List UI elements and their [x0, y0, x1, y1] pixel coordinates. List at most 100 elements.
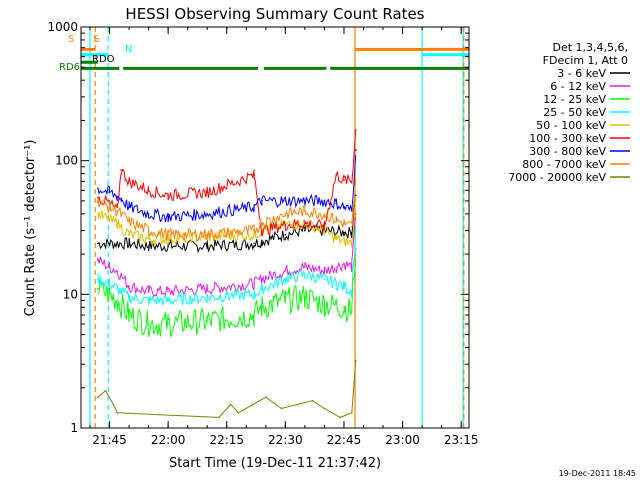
data-point-6-8	[253, 206, 255, 208]
data-point-0-3	[147, 245, 150, 247]
data-point-1-14	[351, 266, 353, 268]
data-point-3-1	[108, 282, 111, 285]
data-point-3-9	[284, 278, 287, 280]
data-point-2-13	[351, 310, 353, 312]
flag-label-n: N	[125, 44, 132, 55]
data-point-7-0	[97, 200, 99, 202]
series-3	[97, 225, 357, 306]
y-tick-label-1: 10	[63, 287, 78, 301]
data-point-7-4	[147, 229, 150, 232]
data-point-4-14	[351, 242, 353, 245]
legend-label-6: 300 - 800 keV	[529, 145, 606, 158]
data-point-7-5	[167, 233, 169, 236]
data-point-6-7	[206, 213, 208, 215]
y-tick-label-0: 1	[70, 421, 78, 435]
data-point-8-10	[311, 399, 314, 402]
data-point-3-11	[323, 278, 326, 280]
footer-date: 19-Dec-2011 18:45	[559, 469, 636, 478]
data-point-5-6	[167, 194, 169, 197]
data-point-5-9	[261, 229, 263, 232]
data-point-7-10	[304, 210, 306, 212]
data-point-5-10	[284, 224, 287, 226]
data-point-8-3	[116, 412, 119, 414]
data-point-3-15	[354, 229, 357, 232]
data-point-2-12	[343, 306, 345, 309]
data-point-2-8	[261, 306, 263, 309]
y-axis-label: Count Rate (s⁻¹ detector⁻¹)	[23, 140, 38, 317]
data-point-3-0	[97, 278, 99, 280]
data-point-2-9	[284, 299, 287, 302]
series-2	[97, 247, 357, 338]
series-line-1	[97, 217, 357, 298]
legend-label-0: 3 - 6 keV	[557, 67, 606, 80]
data-point-6-13	[335, 202, 338, 205]
data-point-8-1	[104, 389, 107, 392]
legend-label-3: 25 - 50 keV	[543, 106, 606, 119]
data-point-3-2	[116, 288, 119, 290]
data-point-3-12	[335, 282, 338, 285]
data-point-3-7	[253, 293, 255, 296]
data-point-1-3	[128, 285, 130, 288]
data-point-6-4	[128, 206, 130, 208]
data-point-2-14	[354, 247, 357, 250]
data-point-8-13	[351, 412, 353, 414]
x-tick-label-3: 22:30	[268, 433, 303, 447]
data-point-7-3	[128, 220, 130, 223]
data-point-8-6	[237, 412, 240, 414]
data-point-5-12	[323, 226, 326, 228]
data-point-5-4	[128, 180, 130, 183]
data-point-8-9	[296, 403, 298, 406]
x-tick-label-4: 22:45	[327, 433, 362, 447]
data-point-2-1	[108, 293, 111, 296]
data-point-7-6	[206, 233, 208, 236]
data-point-2-0	[97, 288, 99, 290]
legend: Det 1,3,4,5,6, FDecim 1, Att 0 3 - 6 keV…	[508, 41, 630, 184]
series-8	[97, 359, 357, 419]
data-point-2-3	[128, 314, 130, 316]
data-point-6-3	[120, 197, 122, 200]
series-line-2	[97, 257, 357, 338]
data-point-4-2	[116, 222, 119, 225]
data-point-6-2	[116, 195, 119, 198]
data-point-0-2	[128, 242, 130, 245]
data-point-7-7	[253, 229, 255, 232]
data-point-2-6	[206, 320, 208, 323]
data-point-8-7	[265, 396, 267, 399]
data-point-2-4	[147, 323, 150, 325]
data-point-0-1	[108, 242, 111, 245]
legend-header-line-1: Det 1,3,4,5,6,	[552, 41, 628, 54]
data-point-0-5	[206, 245, 208, 247]
data-point-5-7	[206, 191, 208, 194]
data-point-6-15	[351, 210, 353, 212]
data-point-0-6	[253, 242, 255, 245]
left-flag-label-s: S	[68, 34, 74, 45]
data-point-1-5	[167, 290, 169, 293]
data-point-7-13	[343, 222, 345, 225]
data-point-8-2	[112, 403, 115, 406]
legend-label-8: 7000 - 20000 keV	[508, 171, 606, 184]
data-point-1-11	[323, 270, 326, 272]
x-tick-label-1: 22:00	[151, 433, 186, 447]
plot-frame	[80, 26, 470, 429]
chart-title: HESSI Observing Summary Count Rates	[125, 5, 424, 23]
x-axis-label: Start Time (19-Dec-11 21:37:42)	[169, 456, 381, 471]
data-point-1-6	[206, 288, 208, 290]
data-point-6-6	[167, 216, 169, 218]
data-point-1-13	[343, 262, 345, 265]
data-point-6-14	[343, 206, 345, 208]
legend-label-7: 800 - 7000 keV	[522, 158, 606, 171]
legend-header-line-2: FDecim 1, Att 0	[543, 54, 628, 67]
data-point-5-16	[354, 129, 357, 131]
data-point-8-8	[280, 407, 283, 410]
data-point-1-12	[335, 266, 338, 268]
flag-label-rdo: RDO	[92, 54, 115, 65]
legend-label-1: 6 - 12 keV	[550, 80, 606, 93]
plot-area: S N RDO	[81, 27, 469, 428]
data-point-5-15	[351, 180, 353, 183]
data-point-3-4	[147, 299, 150, 302]
series-1	[97, 213, 357, 298]
x-tick-label-5: 23:00	[385, 433, 420, 447]
left-flag-label-rd6: RD6	[59, 62, 80, 73]
